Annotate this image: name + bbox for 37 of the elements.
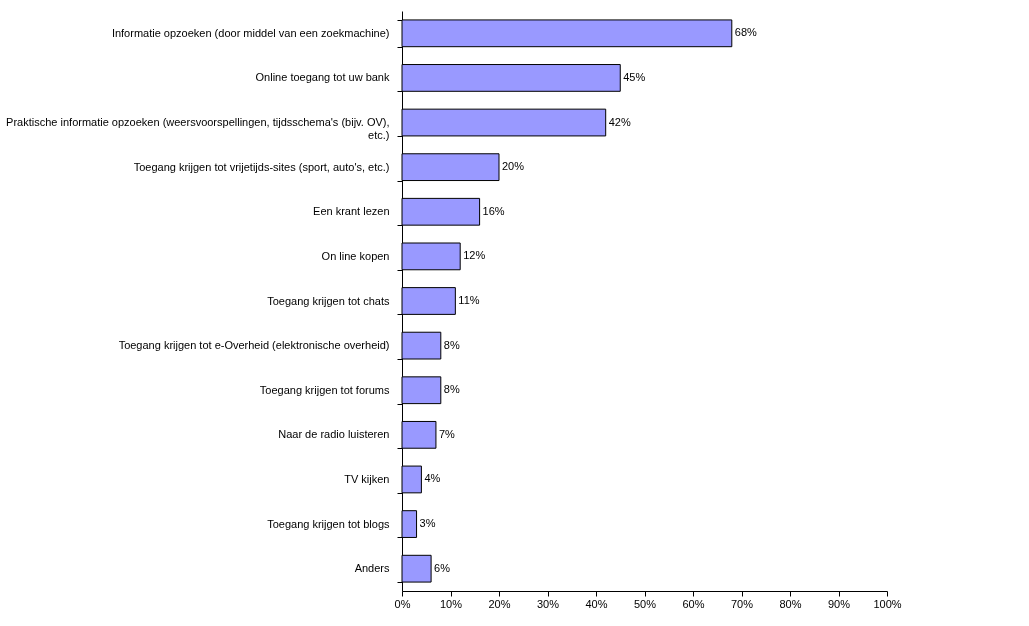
y-tick-label: Toegang krijgen tot forums (259, 383, 390, 396)
y-tick-label: Naar de radio luisteren (278, 428, 390, 441)
data-label: 7% (438, 427, 456, 440)
data-label: 16% (482, 204, 505, 217)
y-tick-label: Toegang krijgen tot vrijetijds-sites (sport, auto's, etc.) (133, 160, 390, 173)
data-label: 6% (434, 561, 451, 574)
data-label: 45% (623, 70, 646, 83)
y-tick-label: Online toegang tot uw bank (255, 71, 390, 84)
data-label: 42% (608, 115, 631, 128)
x-tick-label: 30% (536, 597, 560, 610)
data-label: 68% (734, 26, 758, 39)
x-tick-label: 80% (779, 597, 802, 610)
data-label: 8% (443, 383, 460, 396)
data-label: 4% (424, 472, 441, 485)
y-tick-label: Toegang krijgen tot e-Overheid (elektronische overheid) (118, 339, 390, 352)
y-tick-label: Informatie opzoeken (door middel van een zoekmachine) (111, 26, 390, 39)
x-tick-label: 40% (585, 597, 608, 610)
data-label: 8% (443, 338, 460, 351)
y-tick-label: Praktische informatie opzoeken (weersvoorspellingen, tijdsschema's (bijv. OV), etc.) (6, 116, 390, 142)
y-tick-label: On line kopen (321, 249, 390, 262)
data-label: 11% (458, 294, 480, 306)
x-tick-label: 0% (394, 597, 411, 610)
data-label: 3% (419, 517, 436, 530)
x-tick-label: 70% (730, 597, 754, 610)
y-tick-label: Een krant lezen (313, 205, 390, 218)
x-tick-label: 10% (439, 597, 463, 610)
data-label: 12% (463, 249, 486, 262)
x-tick-label: 90% (827, 597, 851, 610)
y-tick-label: Toegang krijgen tot chats (267, 294, 390, 307)
data-label: 20% (502, 160, 525, 173)
x-tick-label: 50% (633, 597, 657, 610)
y-tick-label: Anders (354, 562, 390, 575)
x-tick-label: 60% (682, 597, 705, 610)
x-tick-label: 100% (873, 597, 902, 610)
y-tick-label: TV kijken (344, 472, 390, 485)
y-tick-label: Toegang krijgen tot blogs (267, 517, 390, 530)
x-tick-label: 20% (488, 597, 511, 610)
